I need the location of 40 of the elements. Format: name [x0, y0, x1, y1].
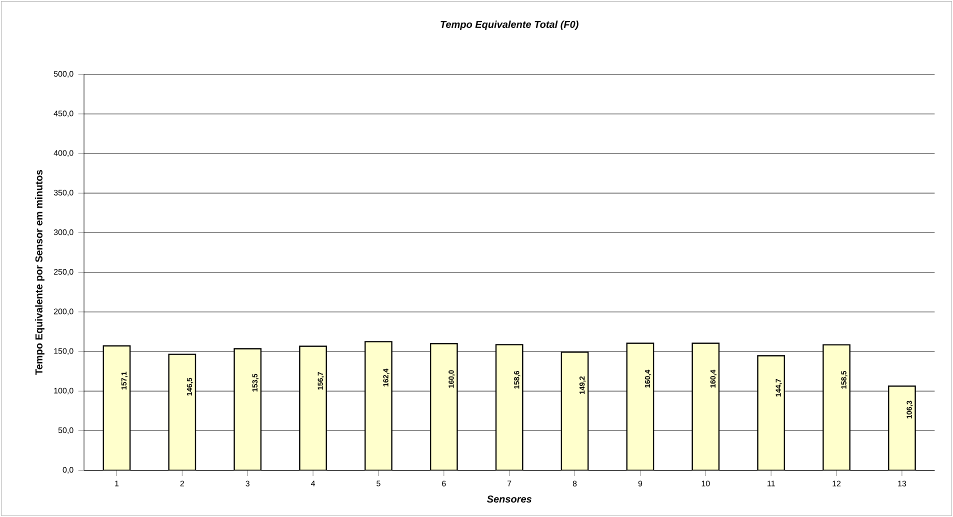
bar	[692, 342, 720, 470]
y-axis-title: Tempo Equivalente por Sensor em minutos	[35, 170, 44, 375]
y-tick-label: 500,0	[54, 71, 74, 78]
x-tick-label: 4	[310, 480, 316, 486]
bar	[822, 344, 850, 470]
chart-title: Tempo Equivalente Total (F0)	[440, 20, 578, 30]
y-tick-label: 250,0	[54, 269, 74, 276]
x-tick-label: 2	[180, 480, 184, 486]
bar	[888, 386, 916, 470]
y-tick-label: 0,0	[62, 467, 74, 474]
y-tick-label: 150,0	[54, 348, 74, 355]
x-tick-label: 3	[246, 480, 250, 486]
bar	[560, 352, 589, 470]
x-tick-label: 11	[768, 480, 775, 486]
x-tick-label: 12	[832, 480, 841, 486]
x-tick-label: 8	[572, 480, 577, 486]
bar	[299, 346, 327, 470]
y-tick-label: 450,0	[54, 110, 74, 118]
bar	[430, 343, 458, 470]
x-tick-label: 7	[508, 480, 512, 486]
bar	[234, 348, 262, 470]
y-tick-label: 50,0	[58, 427, 74, 434]
bar	[168, 354, 196, 470]
y-tick-label: 400,0	[54, 150, 74, 157]
bar	[495, 344, 524, 470]
y-tick-label: 300,0	[54, 229, 74, 236]
x-tick-label: 10	[702, 480, 710, 486]
bar	[102, 345, 131, 470]
bar	[757, 355, 786, 470]
x-tick-label: 6	[442, 480, 446, 486]
y-tick-label: 100,0	[54, 388, 74, 394]
x-axis-title: Sensores	[486, 496, 532, 503]
y-tick-label: 200,0	[54, 308, 74, 316]
bar	[364, 341, 392, 470]
x-tick-label: 9	[638, 480, 642, 486]
x-tick-label: 13	[898, 480, 906, 486]
x-tick-label: 1	[115, 480, 119, 486]
y-tick-label: 350,0	[54, 190, 74, 196]
x-tick-label: 5	[376, 480, 380, 486]
bar	[626, 342, 654, 470]
